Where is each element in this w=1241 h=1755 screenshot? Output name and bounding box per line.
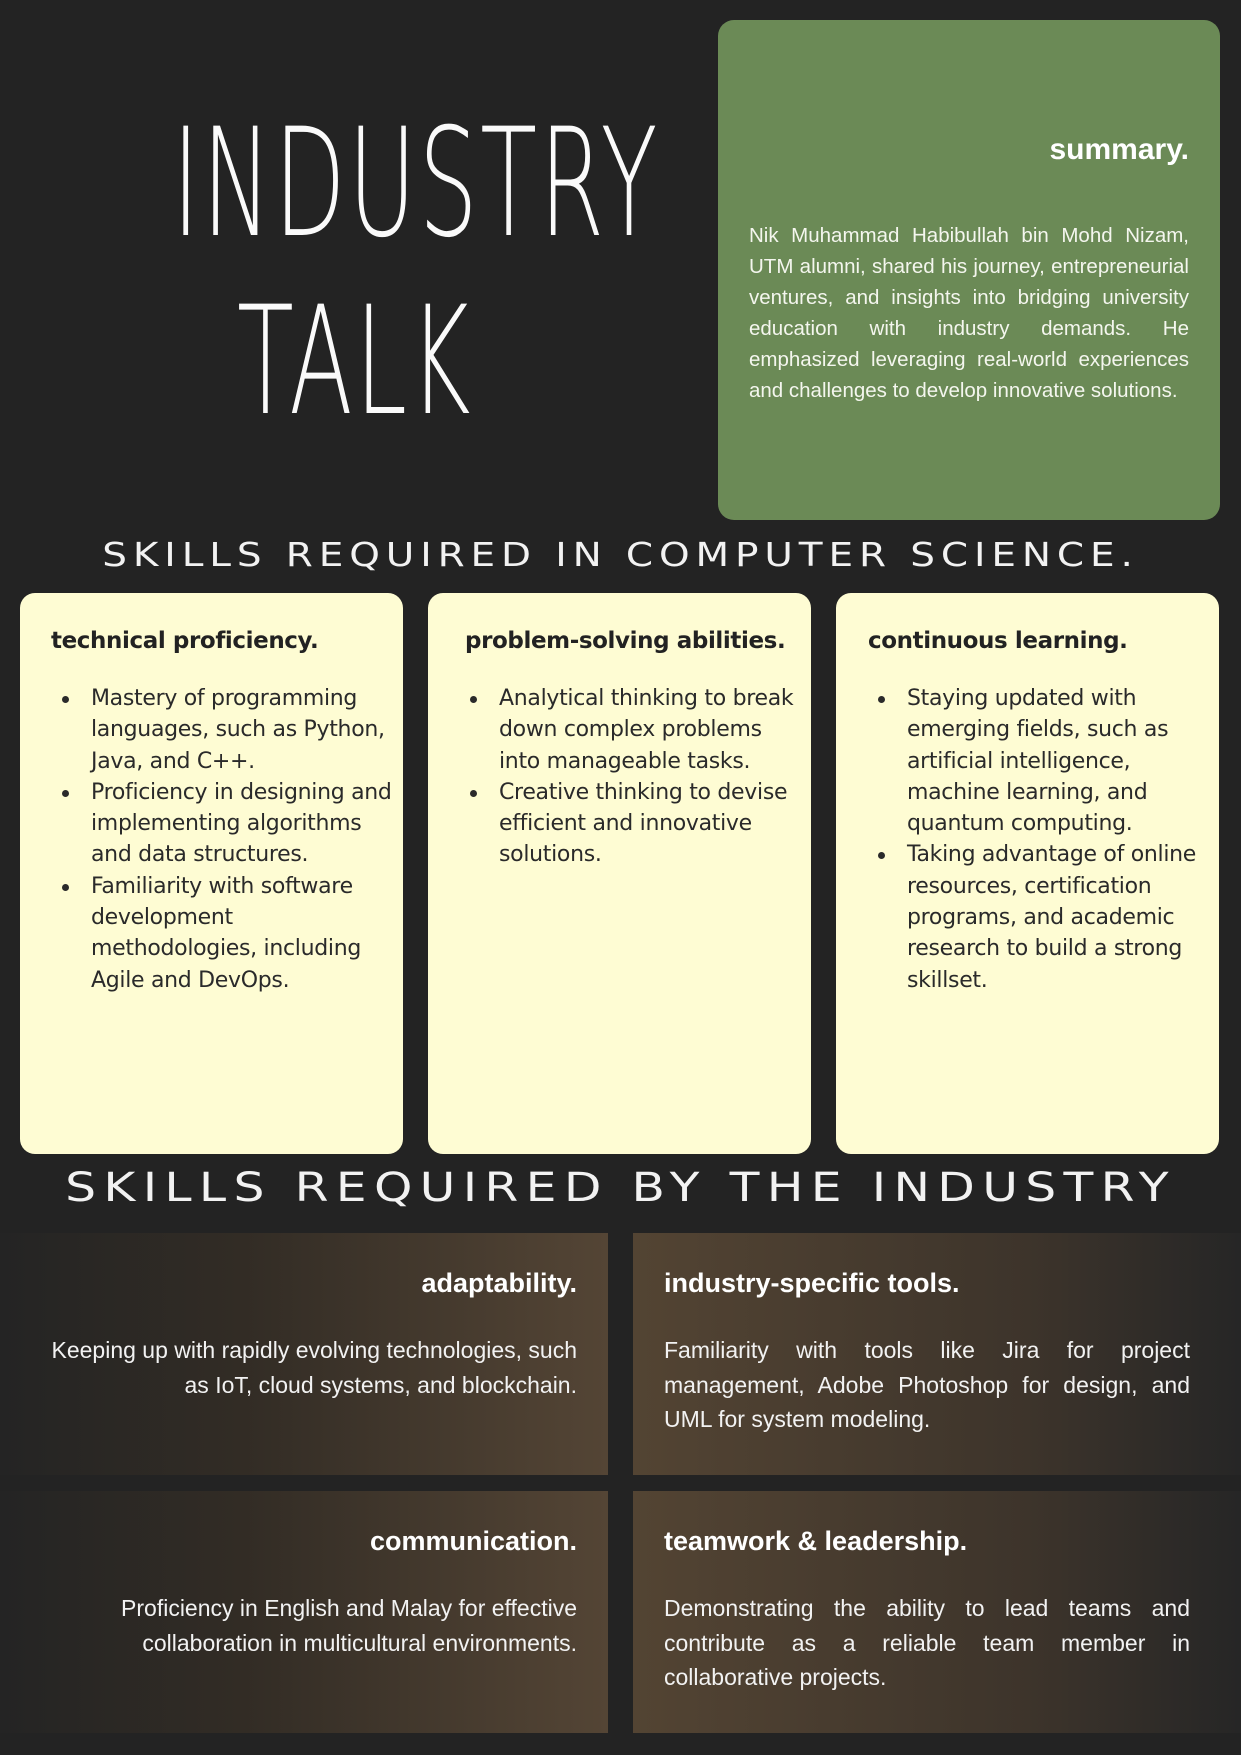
page-title: INDUSTRY TALK — [60, 95, 660, 451]
list-item: Mastery of programming languages, such a… — [62, 683, 393, 777]
card-continuous-learning: continuous learning. Staying updated wit… — [836, 593, 1219, 1154]
list-item: Familiarity with software development me… — [62, 871, 393, 996]
card-title: problem-solving abilities. — [465, 628, 786, 654]
cs-skills-heading: SKILLS REQUIRED IN COMPUTER SCIENCE. — [102, 535, 1139, 574]
panel-title: industry-specific tools. — [664, 1268, 960, 1298]
list-item: Creative thinking to devise efficient an… — [470, 777, 801, 871]
summary-heading: summary. — [1049, 133, 1189, 166]
card-technical-proficiency: technical proficiency. Mastery of progra… — [20, 593, 403, 1154]
summary-text: Nik Muhammad Habibullah bin Mohd Nizam, … — [749, 224, 1189, 402]
card-title: technical proficiency. — [51, 628, 319, 654]
industry-skills-heading: SKILLS REQUIRED BY THE INDUSTRY — [65, 1165, 1176, 1211]
panel-adaptability: adaptability. Keeping up with rapidly ev… — [0, 1233, 608, 1475]
list-item: Staying updated with emerging fields, su… — [878, 683, 1209, 839]
panel-communication: communication. Proficiency in English an… — [0, 1491, 608, 1733]
panel-text: Familiarity with tools like Jira for pro… — [664, 1337, 1190, 1432]
panel-text: Keeping up with rapidly evolving technol… — [51, 1337, 578, 1398]
panel-industry-specific-tools: industry-specific tools. Familiarity wit… — [633, 1233, 1241, 1475]
panel-text: Demonstrating the ability to lead teams … — [664, 1595, 1190, 1690]
panel-title: communication. — [369, 1526, 577, 1556]
title-line-1: INDUSTRY — [172, 97, 660, 271]
panel-teamwork-leadership: teamwork & leadership. Demonstrating the… — [633, 1491, 1241, 1733]
list-item: Taking advantage of online resources, ce… — [878, 839, 1209, 995]
list-item: Proficiency in designing and implementin… — [62, 777, 393, 871]
card-list: Mastery of programming languages, such a… — [20, 683, 403, 996]
panel-text: Proficiency in English and Malay for eff… — [121, 1595, 577, 1656]
summary-box: summary. Nik Muhammad Habibullah bin Moh… — [718, 20, 1220, 520]
panel-title: teamwork & leadership. — [664, 1526, 968, 1556]
card-problem-solving: problem-solving abilities. Analytical th… — [428, 593, 811, 1154]
card-list: Analytical thinking to break down comple… — [428, 683, 811, 871]
card-list: Staying updated with emerging fields, su… — [836, 683, 1219, 996]
title-line-2: TALK — [237, 275, 473, 449]
panel-title: adaptability. — [421, 1268, 577, 1298]
card-title: continuous learning. — [868, 628, 1128, 654]
list-item: Analytical thinking to break down comple… — [470, 683, 801, 777]
